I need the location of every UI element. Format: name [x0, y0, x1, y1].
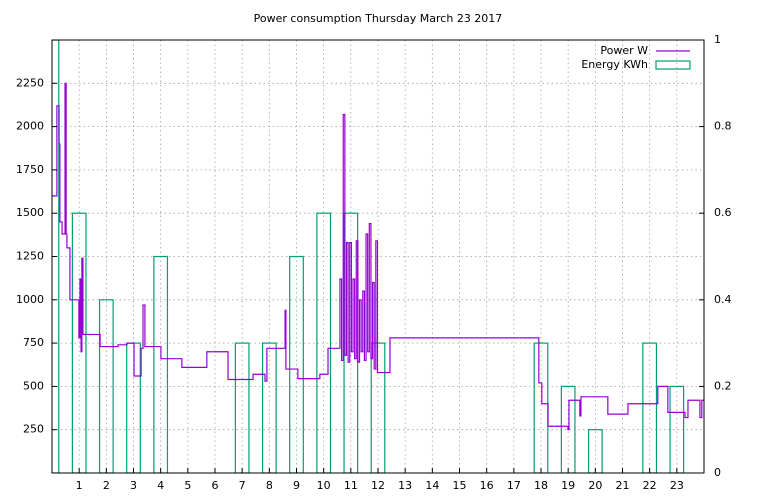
x-tick-label: 17	[507, 479, 521, 492]
legend-label: Power W	[600, 44, 648, 57]
x-tick-label: 3	[130, 479, 137, 492]
x-tick-label: 21	[616, 479, 630, 492]
x-tick-label: 2	[103, 479, 110, 492]
energy-box	[153, 255, 169, 473]
x-tick-label: 1	[76, 479, 83, 492]
x-tick-label: 16	[480, 479, 494, 492]
plot-area	[52, 40, 704, 473]
y-tick-label: 2250	[16, 76, 44, 89]
y2-tick-label: 0.2	[714, 379, 732, 392]
y-tick-label: 500	[23, 379, 44, 392]
x-tick-label: 23	[670, 479, 684, 492]
x-tick-label: 8	[266, 479, 273, 492]
energy-box	[587, 429, 603, 473]
x-tick-label: 19	[561, 479, 575, 492]
y-tick-label: 250	[23, 423, 44, 436]
y-tick-label: 1750	[16, 163, 44, 176]
legend-swatch	[655, 60, 691, 70]
y2-tick-label: 0	[714, 466, 721, 479]
energy-box	[669, 385, 685, 473]
y2-tick-label: 0.6	[714, 206, 732, 219]
y2-tick-label: 0.8	[714, 120, 732, 133]
x-tick-label: 11	[344, 479, 358, 492]
x-tick-label: 20	[588, 479, 602, 492]
x-tick-label: 7	[239, 479, 246, 492]
x-tick-label: 4	[157, 479, 164, 492]
x-tick-label: 5	[184, 479, 191, 492]
energy-box	[642, 342, 658, 473]
energy-box	[234, 342, 250, 473]
x-tick-label: 12	[371, 479, 385, 492]
x-tick-label: 6	[212, 479, 219, 492]
y-tick-label: 1500	[16, 206, 44, 219]
x-tick-label: 13	[398, 479, 412, 492]
y-tick-label: 2000	[16, 120, 44, 133]
chart-title: Power consumption Thursday March 23 2017	[254, 12, 503, 25]
y2-tick-label: 1	[714, 33, 721, 46]
power-line	[52, 82, 704, 431]
legend-label: Energy KWh	[581, 58, 648, 71]
y2-tick-label: 0.4	[714, 293, 732, 306]
energy-box	[533, 342, 549, 473]
x-tick-label: 9	[293, 479, 300, 492]
x-tick-label: 22	[643, 479, 657, 492]
y-tick-label: 1000	[16, 293, 44, 306]
energy-box	[52, 40, 60, 473]
x-tick-label: 15	[453, 479, 467, 492]
x-tick-label: 14	[425, 479, 439, 492]
x-tick-label: 18	[534, 479, 548, 492]
y-tick-label: 1250	[16, 250, 44, 263]
x-tick-label: 10	[317, 479, 331, 492]
y-tick-label: 750	[23, 336, 44, 349]
energy-box	[289, 255, 304, 473]
energy-box	[261, 342, 277, 473]
